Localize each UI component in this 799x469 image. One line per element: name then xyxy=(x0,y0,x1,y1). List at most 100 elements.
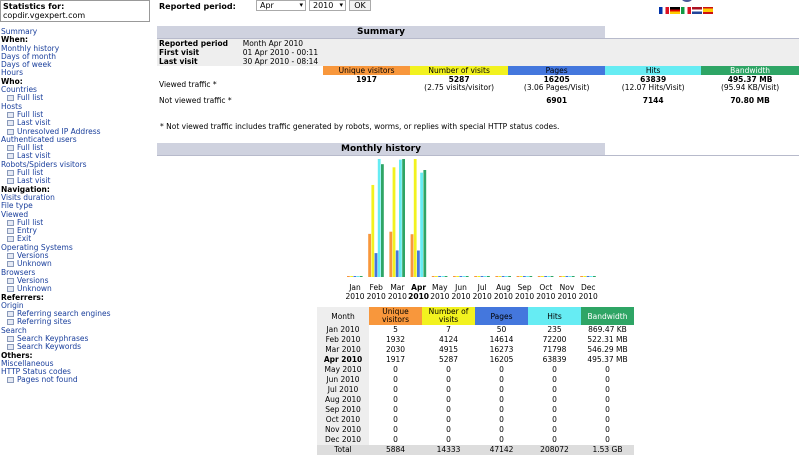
chart-bar-number-of-visits xyxy=(371,184,375,277)
year-select[interactable]: 2010 xyxy=(309,0,346,11)
flag-it-icon[interactable] xyxy=(681,7,691,14)
row-unique: 0 xyxy=(393,365,398,374)
ok-button[interactable]: OK xyxy=(349,0,371,11)
sidebar-item[interactable]: Referring search engines xyxy=(1,309,151,318)
viewed-unique: 1917 xyxy=(356,75,377,84)
sidebar-item[interactable]: HTTP Status codes xyxy=(1,367,71,377)
chart-bar-unique-visitors xyxy=(431,276,435,277)
sidebar-item[interactable]: Hours xyxy=(1,68,23,78)
row-month: May 2010 xyxy=(317,365,369,375)
chart-tick-year: 2010 xyxy=(367,292,386,301)
sidebar-item[interactable]: Days of week xyxy=(1,60,52,70)
flag-fr-icon[interactable] xyxy=(659,7,669,14)
sidebar-item[interactable]: Authenticated users xyxy=(1,134,77,144)
chart-bar-bandwidth xyxy=(465,276,469,277)
chart-bar-hits xyxy=(399,159,402,277)
flag-de-icon[interactable] xyxy=(670,7,680,14)
sidebar-item[interactable]: Versions xyxy=(1,251,151,260)
total-label: Total xyxy=(334,445,352,454)
chart-bar-hits xyxy=(483,276,487,277)
sidebar-item[interactable]: Versions xyxy=(1,276,151,285)
sidebar-item[interactable]: Pages not found xyxy=(1,376,151,385)
sidebar-item[interactable]: Full list xyxy=(1,110,151,119)
flag-nl-icon[interactable] xyxy=(692,7,702,14)
sidebar-item[interactable]: Full list xyxy=(1,94,151,103)
sidebar-heading: Navigation: xyxy=(1,184,50,194)
sidebar-item[interactable]: Countries xyxy=(1,85,37,95)
table-row: Feb 2010 1932 4124 14614 72200 522.31 MB xyxy=(317,335,634,345)
chart-bar-pages xyxy=(374,253,378,277)
hist-col-month: Month xyxy=(317,307,369,325)
chart-tick-year: 2010 xyxy=(557,292,576,301)
chart-bar-bandwidth xyxy=(550,276,554,277)
first-visit-value: 01 Apr 2010 - 00:11 xyxy=(242,48,319,57)
sidebar-item[interactable]: Monthly history xyxy=(1,43,60,53)
not-viewed-bandwidth: 70.80 MB xyxy=(730,95,770,105)
sidebar-item[interactable]: Days of month xyxy=(1,51,57,61)
sidebar-item[interactable]: Entry xyxy=(1,226,151,235)
sidebar-item[interactable]: Referring sites xyxy=(1,318,151,327)
chart-bar-bandwidth xyxy=(381,164,384,277)
sidebar-item[interactable]: Robots/Spiders visitors xyxy=(1,159,87,169)
sidebar-item[interactable]: Viewed xyxy=(1,209,29,219)
sidebar-item[interactable]: Unknown xyxy=(1,284,151,293)
sidebar-item[interactable]: Summary xyxy=(1,27,38,36)
sidebar-item[interactable]: Full list xyxy=(1,168,151,177)
sidebar-item[interactable]: Full list xyxy=(1,143,151,152)
chart-tick-month: Sep xyxy=(518,283,532,292)
sidebar-menu: Summary When: Monthly history Days of month… xyxy=(1,27,151,385)
sidebar-item[interactable]: Browsers xyxy=(1,267,36,277)
sidebar-item[interactable]: Exit xyxy=(1,235,151,244)
site-name: copdir.vgexpert.com xyxy=(3,11,86,20)
sidebar-item[interactable]: Last visit xyxy=(1,177,151,186)
sidebar-item[interactable]: File type xyxy=(1,201,33,211)
monthly-history-chart: Jan 2010 Feb 2010 Mar 2010 Apr 2010 May 2010 Jun 20… xyxy=(346,154,606,314)
sidebar-item[interactable]: Unknown xyxy=(1,260,151,269)
total-bandwidth: 1.53 GB xyxy=(592,445,623,454)
sidebar-item[interactable]: Visits duration xyxy=(1,192,55,202)
row-month: Dec 2010 xyxy=(317,435,369,445)
table-row: Jan 2010 5 7 50 235 869.47 KB xyxy=(317,325,634,335)
sidebar-item[interactable]: Miscellaneous xyxy=(1,358,54,368)
chart-bar-pages xyxy=(544,276,547,277)
row-pages: 0 xyxy=(499,405,504,414)
row-visits: 0 xyxy=(446,435,451,444)
row-bandwidth: 869.47 KB xyxy=(588,325,627,334)
sidebar-item[interactable]: Full list xyxy=(1,218,151,227)
chart-tick-month: May xyxy=(432,283,448,292)
chart-bar-pages xyxy=(395,250,399,277)
table-row: Jun 2010 0 0 0 0 0 xyxy=(317,375,634,385)
monthly-chart-svg: Jan2010Feb2010Mar2010Apr2010May2010Jun20… xyxy=(346,159,598,301)
sidebar-item[interactable]: Search Keyphrases xyxy=(1,334,151,343)
chart-tick-year: 2010 xyxy=(579,292,598,301)
row-unique: 0 xyxy=(393,375,398,384)
sidebar-item[interactable]: Last visit xyxy=(1,152,151,161)
row-unique: 0 xyxy=(393,395,398,404)
hist-col-hits: Hits xyxy=(528,307,581,325)
row-hits: 0 xyxy=(552,425,557,434)
row-bandwidth: 0 xyxy=(605,375,610,384)
month-select[interactable]: Apr xyxy=(256,0,306,11)
not-viewed-hits: 7144 xyxy=(642,95,664,105)
chart-bar-hits xyxy=(547,276,551,277)
table-row: Jul 2010 0 0 0 0 0 xyxy=(317,385,634,395)
flag-es-icon[interactable] xyxy=(703,7,713,14)
chart-bar-hits xyxy=(441,276,445,277)
sidebar-item[interactable]: Hosts xyxy=(1,101,22,111)
chart-tick-month: Feb xyxy=(370,283,384,292)
row-hits: 0 xyxy=(552,385,557,394)
sidebar-item[interactable]: Search Keywords xyxy=(1,342,151,351)
sidebar-item[interactable]: Unresolved IP Address xyxy=(1,127,151,136)
viewed-pages: 16205 xyxy=(543,75,570,84)
chart-bar-hits xyxy=(356,276,360,277)
sidebar-item[interactable]: Operating Systems xyxy=(1,242,73,252)
chart-tick-month: Aug xyxy=(496,283,511,292)
chart-bar-pages xyxy=(459,276,463,277)
sidebar-item[interactable]: Search xyxy=(1,325,27,335)
sidebar-item[interactable]: Origin xyxy=(1,300,24,310)
table-row: Apr 2010 1917 5287 16205 63839 495.37 MB xyxy=(317,355,634,365)
row-month: Oct 2010 xyxy=(317,415,369,425)
table-row: Mar 2010 2030 4915 16273 71798 546.29 MB xyxy=(317,345,634,355)
chart-bar-bandwidth xyxy=(359,276,363,277)
sidebar-item[interactable]: Last visit xyxy=(1,118,151,127)
